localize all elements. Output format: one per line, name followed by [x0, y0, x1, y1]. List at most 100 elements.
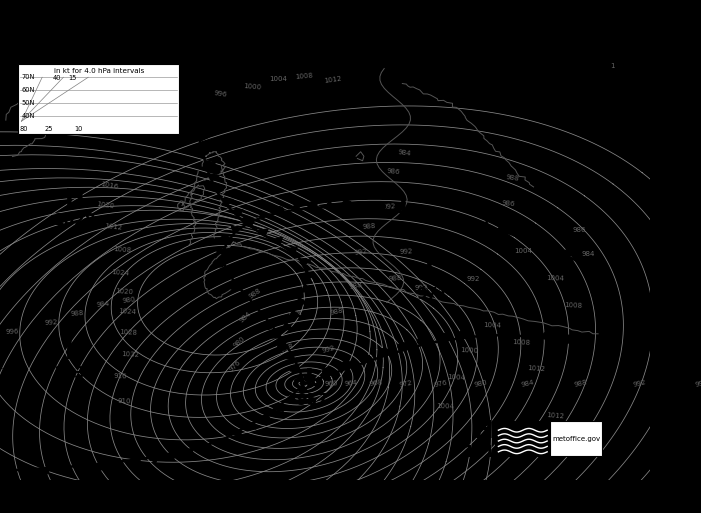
Polygon shape: [285, 353, 294, 360]
Polygon shape: [205, 81, 217, 88]
Circle shape: [376, 203, 386, 210]
Text: 1004: 1004: [436, 403, 454, 409]
Text: 1004: 1004: [547, 275, 564, 282]
Text: 986: 986: [501, 200, 515, 207]
Polygon shape: [257, 229, 268, 236]
Text: 992: 992: [382, 203, 395, 210]
Text: 1012: 1012: [104, 223, 123, 231]
Text: 15: 15: [69, 75, 77, 82]
Text: 80: 80: [20, 126, 28, 132]
Bar: [550, 421, 602, 457]
Text: 1016: 1016: [100, 181, 118, 190]
Text: 976: 976: [229, 359, 242, 372]
Text: 988: 988: [349, 282, 363, 290]
Polygon shape: [359, 202, 368, 208]
Text: 1008: 1008: [113, 246, 131, 253]
Text: 992: 992: [466, 275, 479, 282]
Text: 988: 988: [329, 307, 343, 316]
Polygon shape: [201, 147, 212, 154]
Polygon shape: [200, 94, 211, 101]
Polygon shape: [272, 237, 283, 245]
Polygon shape: [283, 323, 293, 330]
Polygon shape: [205, 161, 215, 168]
Polygon shape: [95, 463, 105, 470]
Text: 984: 984: [520, 379, 535, 388]
Text: 988: 988: [69, 310, 83, 317]
Circle shape: [242, 217, 251, 224]
Polygon shape: [113, 461, 123, 468]
Text: 1028: 1028: [120, 329, 138, 336]
Text: 996: 996: [5, 328, 18, 335]
Text: 957: 957: [296, 393, 328, 408]
Polygon shape: [297, 385, 308, 391]
Polygon shape: [299, 259, 311, 266]
Circle shape: [341, 361, 352, 369]
Text: 10: 10: [74, 126, 82, 132]
Text: H: H: [475, 419, 494, 443]
Circle shape: [501, 328, 512, 336]
Polygon shape: [149, 456, 158, 463]
Polygon shape: [166, 452, 176, 460]
Circle shape: [379, 348, 389, 356]
Text: 988: 988: [362, 223, 376, 229]
Polygon shape: [255, 312, 265, 318]
Circle shape: [304, 374, 315, 382]
Circle shape: [246, 303, 255, 309]
Text: 1024: 1024: [111, 268, 129, 276]
Text: 1: 1: [610, 63, 614, 69]
Text: 1004: 1004: [447, 374, 465, 381]
Polygon shape: [302, 285, 313, 292]
Text: H: H: [65, 340, 85, 364]
Circle shape: [274, 207, 283, 213]
Text: 996: 996: [695, 379, 701, 388]
Polygon shape: [209, 174, 219, 181]
Text: 1004: 1004: [269, 76, 287, 82]
Text: 1014: 1014: [463, 445, 505, 460]
Text: 986: 986: [573, 227, 587, 233]
Polygon shape: [292, 204, 301, 210]
Polygon shape: [286, 395, 296, 402]
Polygon shape: [480, 222, 489, 228]
Text: 988: 988: [505, 174, 519, 182]
Circle shape: [322, 368, 334, 375]
Circle shape: [398, 343, 409, 350]
Polygon shape: [200, 444, 210, 451]
Text: 916: 916: [114, 373, 127, 380]
Text: L: L: [425, 261, 440, 285]
Polygon shape: [272, 332, 281, 338]
Circle shape: [564, 250, 573, 256]
Text: 40: 40: [53, 75, 61, 82]
Text: 972: 972: [398, 379, 413, 387]
Polygon shape: [131, 459, 141, 466]
Text: 1024: 1024: [118, 308, 136, 315]
Text: 984: 984: [397, 149, 411, 156]
Text: 1008: 1008: [295, 72, 313, 80]
Circle shape: [458, 331, 469, 338]
Polygon shape: [198, 107, 208, 114]
Text: 988: 988: [247, 287, 262, 300]
Text: 980: 980: [474, 379, 488, 388]
Polygon shape: [22, 469, 32, 476]
Polygon shape: [184, 449, 193, 456]
Text: 1036: 1036: [53, 366, 96, 381]
Text: 1004: 1004: [514, 248, 532, 254]
Text: 910: 910: [118, 398, 132, 405]
Text: 60N: 60N: [22, 87, 35, 93]
Polygon shape: [547, 244, 555, 250]
Bar: [495, 421, 550, 457]
Text: 960: 960: [325, 380, 339, 387]
Text: 1028: 1028: [53, 213, 96, 228]
Text: 992: 992: [400, 248, 413, 255]
Text: 1020: 1020: [116, 288, 134, 295]
Text: 40N: 40N: [22, 113, 35, 120]
Polygon shape: [287, 247, 297, 254]
Polygon shape: [222, 271, 231, 277]
Text: 70N: 70N: [22, 73, 35, 80]
Text: 984: 984: [96, 301, 109, 308]
Text: 1012: 1012: [323, 75, 342, 84]
Text: 1008: 1008: [564, 302, 583, 309]
Text: in kt for 4.0 hPa intervals: in kt for 4.0 hPa intervals: [53, 68, 144, 74]
Polygon shape: [231, 226, 240, 233]
Circle shape: [438, 333, 449, 341]
Text: metoffice.gov: metoffice.gov: [552, 436, 601, 442]
